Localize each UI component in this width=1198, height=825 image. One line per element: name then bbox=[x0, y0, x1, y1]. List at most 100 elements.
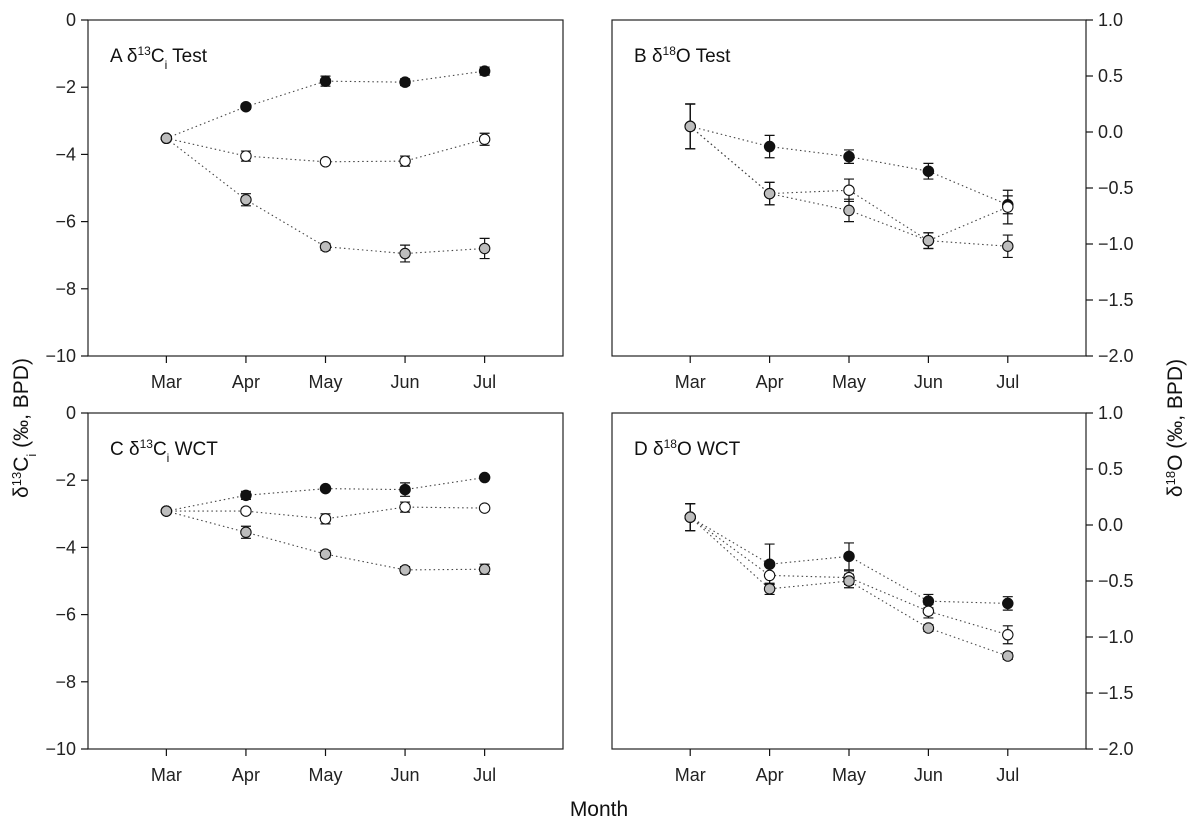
data-point-black bbox=[319, 75, 332, 87]
x-axis-label: Month bbox=[570, 798, 628, 821]
x-tick-label: Mar bbox=[675, 372, 706, 392]
x-tick-label: Jun bbox=[391, 765, 420, 785]
data-point-black bbox=[843, 150, 855, 163]
y-tick-label: −0.5 bbox=[1098, 178, 1134, 198]
data-point-open bbox=[319, 156, 332, 168]
x-tick-label: Apr bbox=[756, 372, 784, 392]
series-line-gray bbox=[689, 516, 1008, 657]
data-point-black bbox=[1002, 597, 1014, 610]
data-point-black bbox=[763, 140, 776, 153]
y-tick-label: −8 bbox=[55, 279, 76, 299]
data-point-open bbox=[922, 605, 935, 617]
y-tick-label: 0.5 bbox=[1098, 459, 1123, 479]
data-point-gray bbox=[922, 234, 935, 247]
chart-panel-c: 0 −2 −4 −6 −8 −10 Mar Apr May Jun Jul C δ13Ci WCT bbox=[45, 403, 564, 785]
y-tick-label: −10 bbox=[45, 346, 76, 366]
data-point-open bbox=[478, 133, 491, 146]
y-tick-label: −2.0 bbox=[1098, 346, 1134, 366]
series-line-gray bbox=[166, 510, 485, 571]
series-line-black bbox=[166, 476, 485, 512]
x-tick-label: Jul bbox=[996, 372, 1019, 392]
data-point-open bbox=[843, 184, 855, 196]
data-point-gray bbox=[922, 622, 935, 634]
x-tick-label: Jul bbox=[473, 765, 496, 785]
data-point-gray bbox=[478, 242, 491, 255]
data-point-open bbox=[399, 155, 411, 167]
data-point-gray bbox=[399, 564, 411, 576]
data-point-black bbox=[399, 483, 411, 496]
y-tick-label: −6 bbox=[55, 212, 76, 232]
data-point-black bbox=[399, 76, 411, 88]
data-point-gray bbox=[240, 526, 252, 539]
y-tick-label: −2.0 bbox=[1098, 739, 1134, 759]
data-point-open bbox=[319, 513, 332, 525]
data-point-gray bbox=[160, 505, 173, 517]
data-point-gray bbox=[240, 194, 252, 206]
plot-frame bbox=[87, 19, 564, 357]
y-tick-label: −0.5 bbox=[1098, 571, 1134, 591]
series-line-black bbox=[166, 70, 485, 139]
data-point-black bbox=[240, 489, 252, 502]
data-point-black bbox=[319, 482, 332, 495]
y-tick-label: −2 bbox=[55, 77, 76, 97]
panel-title: C δ13Ci WCT bbox=[110, 437, 218, 465]
chart-panel-b: 1.0 0.5 0.0 −0.5 −1.0 −1.5 −2.0 Mar Apr May Jun Jul… bbox=[611, 10, 1134, 392]
series-line-gray bbox=[166, 137, 485, 255]
y-tick-label: 1.0 bbox=[1098, 10, 1123, 30]
data-point-gray bbox=[763, 187, 776, 200]
data-point-gray bbox=[763, 583, 776, 595]
y-tick-label: −8 bbox=[55, 672, 76, 692]
data-point-black bbox=[478, 65, 491, 77]
x-tick-label: Mar bbox=[151, 372, 182, 392]
x-tick-label: Apr bbox=[232, 372, 260, 392]
series-line-open bbox=[166, 137, 485, 163]
data-point-gray bbox=[843, 204, 855, 217]
y-tick-label: 0 bbox=[66, 403, 76, 423]
data-point-gray bbox=[684, 511, 696, 523]
y-tick-label: −10 bbox=[45, 739, 76, 759]
x-tick-label: Jun bbox=[914, 765, 943, 785]
data-point-gray bbox=[319, 548, 332, 560]
y-tick-label: 0.0 bbox=[1098, 122, 1123, 142]
data-point-open bbox=[763, 569, 776, 582]
plot-frame bbox=[87, 412, 564, 750]
data-point-gray bbox=[160, 132, 173, 145]
data-point-open bbox=[1002, 629, 1014, 641]
chart-panel-a: 0 −2 −4 −6 −8 −10 Mar Apr May Jun Jul A δ13Ci Test bbox=[45, 10, 564, 392]
x-tick-label: Jun bbox=[914, 372, 943, 392]
y-tick-label: 0.5 bbox=[1098, 66, 1123, 86]
x-tick-label: Mar bbox=[675, 765, 706, 785]
data-point-gray bbox=[478, 563, 491, 575]
data-point-gray bbox=[1002, 240, 1014, 252]
y-tick-label: 1.0 bbox=[1098, 403, 1123, 423]
y-axis-label-right: δ18O (‰, BPD) bbox=[1163, 359, 1188, 497]
data-point-black bbox=[843, 550, 855, 563]
y-tick-label: −2 bbox=[55, 470, 76, 490]
x-tick-label: May bbox=[308, 372, 342, 392]
panel-title: B δ18O Test bbox=[634, 44, 731, 67]
x-tick-label: Apr bbox=[232, 765, 260, 785]
data-point-black bbox=[763, 558, 776, 570]
panel-title: D δ18O WCT bbox=[634, 437, 741, 460]
data-point-open bbox=[240, 150, 252, 162]
y-axis-label-left: δ13Ci (‰, BPD) bbox=[9, 358, 39, 498]
x-tick-label: Mar bbox=[151, 765, 182, 785]
y-tick-label: −6 bbox=[55, 605, 76, 625]
data-point-black bbox=[478, 471, 491, 484]
data-point-gray bbox=[843, 575, 855, 587]
x-tick-label: May bbox=[308, 765, 342, 785]
series-line-black bbox=[690, 125, 1009, 206]
x-tick-label: May bbox=[832, 372, 866, 392]
data-point-black bbox=[240, 100, 252, 113]
series-line-open bbox=[166, 506, 485, 520]
y-tick-label: −1.0 bbox=[1098, 627, 1134, 647]
data-point-open bbox=[478, 502, 491, 514]
series-line-open bbox=[689, 125, 1009, 242]
y-tick-label: 0 bbox=[66, 10, 76, 30]
x-tick-label: Jul bbox=[473, 372, 496, 392]
panel-title: A δ13Ci Test bbox=[110, 44, 208, 72]
data-point-black bbox=[922, 165, 935, 177]
x-tick-label: Jul bbox=[996, 765, 1019, 785]
y-tick-label: −1.5 bbox=[1098, 683, 1134, 703]
